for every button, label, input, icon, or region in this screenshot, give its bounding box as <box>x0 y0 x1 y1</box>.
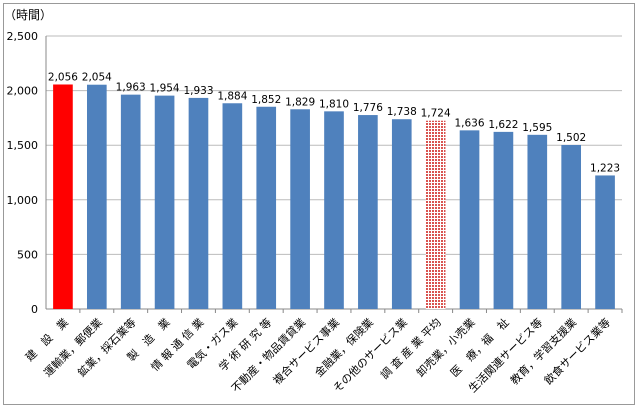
data-label: 1,933 <box>183 85 213 97</box>
data-label: 1,810 <box>319 98 349 110</box>
bar <box>324 111 344 310</box>
data-label: 1,595 <box>522 122 552 134</box>
x-tick-label: 鉱業，採石業等 <box>74 315 138 379</box>
bar <box>256 106 277 309</box>
x-tick-label: 金融業，保険業 <box>312 315 376 379</box>
data-label: 1,954 <box>150 83 180 95</box>
bar <box>527 134 548 309</box>
bar <box>53 84 73 309</box>
data-label: 1,502 <box>556 132 586 144</box>
y-axis-unit: （時間） <box>4 8 53 22</box>
bar <box>154 95 175 309</box>
x-tick-label: 調 査 産 業 平均 <box>377 315 443 381</box>
data-label: 1,829 <box>285 96 315 108</box>
bar <box>120 94 141 309</box>
data-label: 1,884 <box>217 90 247 102</box>
y-tick-label: 2,000 <box>7 85 39 98</box>
data-label: 1,636 <box>454 117 484 129</box>
x-tick-label: 運輸業，郵便業 <box>41 315 105 379</box>
x-tick-label: 医 療，福 祉 <box>447 315 511 379</box>
data-label: 1,223 <box>590 162 620 174</box>
y-tick-label: 0 <box>31 303 38 316</box>
data-label: 2,056 <box>48 71 78 83</box>
y-tick-label: 500 <box>17 248 38 261</box>
bar <box>425 120 446 309</box>
bar <box>188 97 209 309</box>
chart-frame <box>3 3 635 405</box>
bar <box>459 130 480 309</box>
bar <box>358 115 378 310</box>
bar <box>391 119 412 309</box>
data-label: 1,852 <box>251 94 281 106</box>
bar <box>561 144 582 309</box>
y-tick-label: 2,500 <box>7 30 39 43</box>
data-label: 1,724 <box>421 108 451 120</box>
x-tick-label: 卸売業，小売業 <box>413 315 477 379</box>
y-tick-label: 1,000 <box>7 194 39 207</box>
data-label: 1,963 <box>116 82 146 94</box>
bar <box>222 103 243 309</box>
bar <box>86 84 107 309</box>
bar <box>493 131 514 309</box>
y-tick-label: 1,500 <box>7 139 39 152</box>
data-label: 1,738 <box>387 106 417 118</box>
bar <box>290 109 310 310</box>
data-label: 1,622 <box>488 119 518 131</box>
data-label: 1,776 <box>353 102 383 114</box>
data-label: 2,054 <box>82 72 112 84</box>
bar <box>595 175 615 309</box>
